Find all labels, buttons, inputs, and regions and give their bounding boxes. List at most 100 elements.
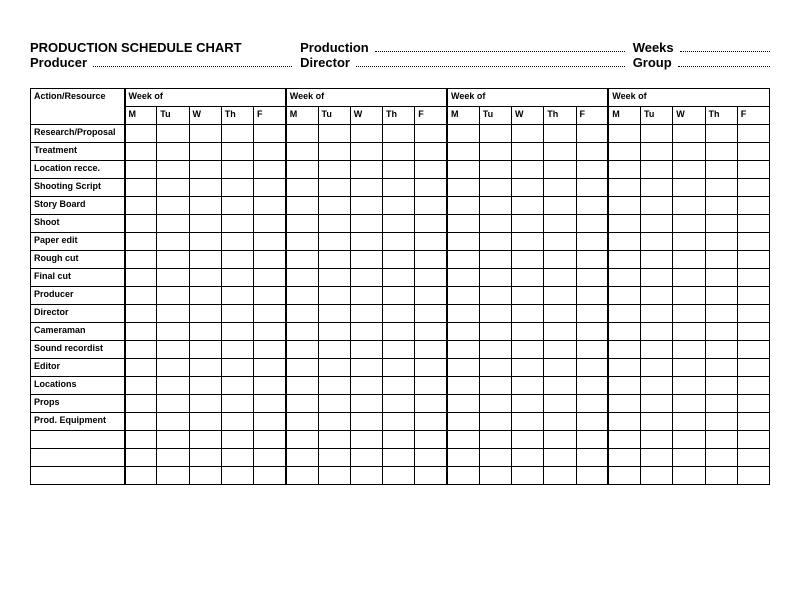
schedule-cell — [608, 269, 640, 287]
schedule-cell — [641, 125, 673, 143]
schedule-cell — [189, 377, 221, 395]
schedule-cell — [512, 161, 544, 179]
schedule-cell — [157, 449, 189, 467]
schedule-cell — [641, 377, 673, 395]
production-label: Production — [300, 40, 369, 55]
schedule-cell — [447, 431, 479, 449]
activity-label: Shoot — [31, 215, 125, 233]
schedule-cell — [157, 125, 189, 143]
schedule-cell — [608, 233, 640, 251]
schedule-cell — [318, 449, 350, 467]
schedule-cell — [415, 341, 447, 359]
schedule-cell — [447, 395, 479, 413]
schedule-cell — [125, 323, 157, 341]
schedule-cell — [286, 431, 318, 449]
schedule-cell — [125, 269, 157, 287]
schedule-cell — [189, 269, 221, 287]
schedule-cell — [383, 305, 415, 323]
week-of-header: Week of — [286, 89, 447, 107]
table-row: Paper edit — [31, 233, 770, 251]
schedule-cell — [125, 341, 157, 359]
schedule-cell — [189, 467, 221, 485]
schedule-cell — [350, 431, 382, 449]
schedule-cell — [447, 359, 479, 377]
schedule-cell — [512, 341, 544, 359]
schedule-cell — [254, 143, 286, 161]
schedule-cell — [512, 251, 544, 269]
schedule-cell — [705, 125, 737, 143]
schedule-cell — [576, 161, 608, 179]
schedule-cell — [479, 251, 511, 269]
schedule-cell — [576, 179, 608, 197]
schedule-cell — [447, 161, 479, 179]
schedule-cell — [383, 431, 415, 449]
document-header: PRODUCTION SCHEDULE CHART Producer Produ… — [30, 40, 770, 70]
schedule-cell — [383, 341, 415, 359]
schedule-cell — [415, 251, 447, 269]
schedule-cell — [512, 125, 544, 143]
schedule-cell — [479, 233, 511, 251]
schedule-cell — [383, 359, 415, 377]
schedule-cell — [447, 197, 479, 215]
schedule-cell — [673, 233, 705, 251]
week-of-header: Week of — [125, 89, 286, 107]
schedule-cell — [512, 197, 544, 215]
day-header: M — [286, 107, 318, 125]
action-header: Action/Resource — [31, 89, 125, 125]
production-row: Production — [300, 40, 625, 55]
schedule-cell — [673, 395, 705, 413]
day-header: W — [189, 107, 221, 125]
schedule-cell — [544, 305, 576, 323]
schedule-cell — [254, 431, 286, 449]
schedule-cell — [673, 251, 705, 269]
activity-label: Location recce. — [31, 161, 125, 179]
schedule-cell — [286, 233, 318, 251]
schedule-cell — [737, 215, 769, 233]
schedule-cell — [286, 197, 318, 215]
schedule-cell — [125, 161, 157, 179]
schedule-cell — [641, 431, 673, 449]
schedule-cell — [318, 359, 350, 377]
schedule-cell — [608, 449, 640, 467]
schedule-cell — [447, 305, 479, 323]
weeks-row: Weeks — [633, 40, 770, 55]
schedule-cell — [189, 305, 221, 323]
schedule-cell — [673, 323, 705, 341]
schedule-cell — [415, 305, 447, 323]
schedule-cell — [544, 251, 576, 269]
schedule-cell — [705, 395, 737, 413]
schedule-cell — [673, 161, 705, 179]
schedule-cell — [641, 143, 673, 161]
schedule-cell — [318, 125, 350, 143]
schedule-cell — [157, 323, 189, 341]
table-row — [31, 449, 770, 467]
schedule-cell — [737, 305, 769, 323]
activity-label: Paper edit — [31, 233, 125, 251]
schedule-cell — [221, 233, 253, 251]
schedule-cell — [479, 269, 511, 287]
schedule-cell — [544, 431, 576, 449]
schedule-cell — [221, 341, 253, 359]
activity-label: Research/Proposal — [31, 125, 125, 143]
schedule-cell — [221, 467, 253, 485]
schedule-cell — [705, 161, 737, 179]
schedule-cell — [705, 251, 737, 269]
schedule-cell — [705, 431, 737, 449]
week-of-header: Week of — [447, 89, 608, 107]
schedule-cell — [673, 467, 705, 485]
table-row: Shooting Script — [31, 179, 770, 197]
schedule-cell — [737, 359, 769, 377]
schedule-cell — [479, 125, 511, 143]
schedule-cell — [189, 161, 221, 179]
schedule-cell — [286, 143, 318, 161]
schedule-cell — [221, 377, 253, 395]
schedule-cell — [318, 431, 350, 449]
title: PRODUCTION SCHEDULE CHART — [30, 40, 242, 55]
schedule-cell — [254, 395, 286, 413]
schedule-cell — [286, 179, 318, 197]
group-row: Group — [633, 55, 770, 70]
schedule-cell — [415, 233, 447, 251]
schedule-cell — [350, 341, 382, 359]
schedule-cell — [608, 431, 640, 449]
activity-label — [31, 467, 125, 485]
